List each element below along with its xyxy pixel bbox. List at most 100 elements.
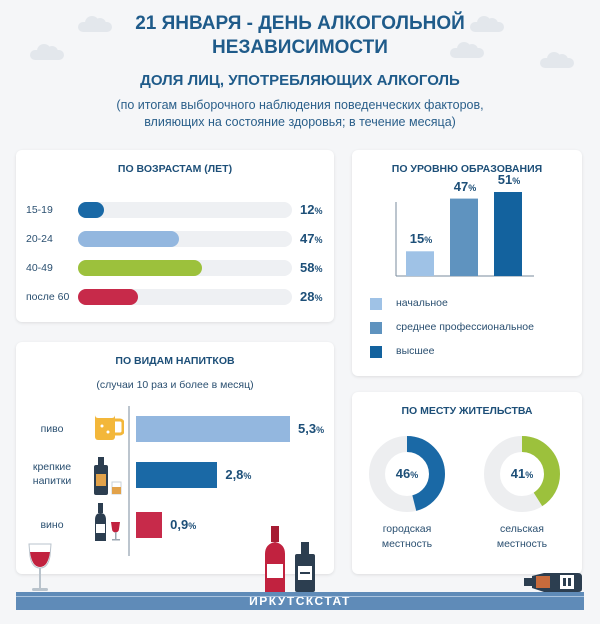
drink-category-line: пиво [40, 423, 64, 435]
drinks-axis [128, 406, 130, 556]
age-value-label: 58% [300, 260, 322, 275]
page-subtitle: ДОЛЯ ЛИЦ, УПОТРЕБЛЯЮЩИХ АЛКОГОЛЬ [140, 72, 460, 89]
residence-label-line: сельская [500, 523, 544, 535]
residence-value-label: 41% [502, 466, 542, 481]
residence-value-label-number: 41 [510, 466, 526, 481]
age-value-label-unit: % [314, 206, 323, 216]
age-category-label: 40-49 [26, 262, 53, 274]
drink-value-label: 0,9% [170, 517, 196, 532]
residence-donut [484, 436, 560, 512]
education-value-label-number: 15 [409, 231, 425, 247]
wine-glass-icon [28, 543, 52, 591]
age-value-label-number: 47 [300, 231, 315, 246]
residence-label-line: местность [381, 538, 433, 550]
residence-label: городская местность [357, 522, 457, 552]
education-value-label: 15% [404, 231, 438, 246]
residence-donut [369, 436, 445, 512]
residence-value-label-number: 46 [395, 466, 411, 481]
wine-bottle-icon [90, 502, 122, 542]
donut-slice [484, 436, 560, 512]
drink-value-label-unit: % [243, 471, 252, 481]
drinks-card-title: ПО ВИДАМ НАПИТКОВ [115, 355, 235, 367]
beer-mug-icon [92, 408, 125, 442]
education-legend-swatch [370, 298, 382, 310]
education-bars-svg [395, 192, 534, 277]
note-line-2: влияющих на состояние здоровья; в течени… [144, 115, 456, 129]
cloud-decoration [78, 16, 112, 32]
education-value-label-unit: % [512, 176, 521, 186]
education-value-label-unit: % [424, 235, 433, 246]
education-legend-swatch [370, 322, 382, 334]
residence-value-label-unit: % [525, 470, 534, 480]
page-note: (по итогам выборочного наблюдения поведе… [80, 97, 520, 131]
age-bar [78, 260, 203, 276]
residence-value-label: 46% [387, 466, 427, 481]
age-value-label-number: 12 [300, 202, 315, 217]
age-value-label: 12% [300, 202, 322, 217]
footer-text: ИРКУТСКСТАТ [249, 594, 351, 608]
drink-category-line: вино [40, 519, 64, 531]
note-line-1: (по итогам выборочного наблюдения поведе… [116, 98, 484, 112]
education-card: ПО УРОВНЮ ОБРАЗОВАНИЯ 15% 47% 51% начальное… [352, 150, 582, 376]
fallen-bottle-icon [524, 573, 582, 592]
drink-category-label: вино [24, 518, 80, 532]
age-bar-track [78, 260, 292, 276]
drink-value-label-number: 2,8 [225, 467, 244, 482]
age-value-label-number: 28 [300, 289, 315, 304]
education-value-label: 47% [448, 179, 482, 194]
drink-category-label: крепкие напитки [24, 460, 80, 488]
age-bar [78, 231, 179, 247]
age-bar-track [78, 202, 292, 218]
bottles-icon [265, 526, 315, 592]
education-bar [406, 251, 434, 276]
age-category-label: 20-24 [26, 233, 53, 245]
education-bar [494, 192, 522, 276]
education-legend-label: среднее профессиональное [396, 321, 534, 333]
drink-value-label-unit: % [316, 425, 325, 435]
residence-card-title: ПО МЕСТУ ЖИТЕЛЬСТВА [401, 405, 533, 417]
age-value-label-unit: % [314, 264, 323, 274]
drink-category-line: крепкие [32, 461, 72, 473]
drink-value-label-number: 0,9 [170, 517, 189, 532]
education-bar [450, 198, 478, 276]
education-legend-swatch [370, 346, 382, 358]
education-legend-label: начальное [396, 297, 448, 309]
age-category-label: 15-19 [26, 204, 53, 216]
age-value-label-number: 58 [300, 260, 315, 275]
education-value-label-number: 47 [453, 178, 469, 194]
drink-category-label: пиво [24, 422, 80, 436]
age-value-label-unit: % [314, 235, 323, 245]
cloud-decoration [540, 52, 574, 68]
age-bar-track [78, 231, 292, 247]
education-value-label-unit: % [468, 182, 477, 193]
cloud-decoration [30, 44, 64, 60]
age-value-label: 47% [300, 231, 322, 246]
residence-value-label-unit: % [410, 470, 419, 480]
age-bar [78, 289, 138, 305]
cloud-decoration [470, 16, 504, 32]
age-value-label: 28% [300, 289, 322, 304]
education-value-label-number: 51 [497, 172, 513, 187]
drink-value-label: 5,3% [298, 421, 324, 436]
education-legend-label: высшее [396, 345, 435, 357]
drink-bar [136, 416, 290, 442]
footer-banner: ИРКУТСКСТАТ [16, 592, 584, 610]
residence-label-line: местность [496, 538, 548, 550]
residence-label: сельская местность [472, 522, 572, 552]
age-card: ПО ВОЗРАСТАМ (ЛЕТ) 15-19 12% 20-24 47% 40-49… [16, 150, 334, 322]
cloud-decoration [450, 42, 484, 58]
education-card-title: ПО УРОВНЮ ОБРАЗОВАНИЯ [391, 163, 543, 175]
drink-category-line: напитки [32, 475, 72, 487]
page-title: 21 ЯНВАРЯ - ДЕНЬ АЛКОГОЛЬНОЙ НЕЗАВИСИМОС… [0, 12, 600, 60]
residence-label-line: городская [382, 523, 432, 535]
drink-bar [136, 512, 163, 538]
age-card-title: ПО ВОЗРАСТАМ (ЛЕТ) [117, 163, 233, 175]
drink-value-label-unit: % [188, 521, 197, 531]
age-bar-track [78, 289, 292, 305]
donut-slice [369, 436, 445, 512]
drink-value-label: 2,8% [225, 467, 251, 482]
education-value-label: 51% [492, 172, 526, 187]
whisky-bottle-icon [90, 456, 122, 496]
title-line-2: НЕЗАВИСИМОСТИ [212, 37, 388, 58]
residence-card: ПО МЕСТУ ЖИТЕЛЬСТВА 46% городская местност… [352, 392, 582, 574]
